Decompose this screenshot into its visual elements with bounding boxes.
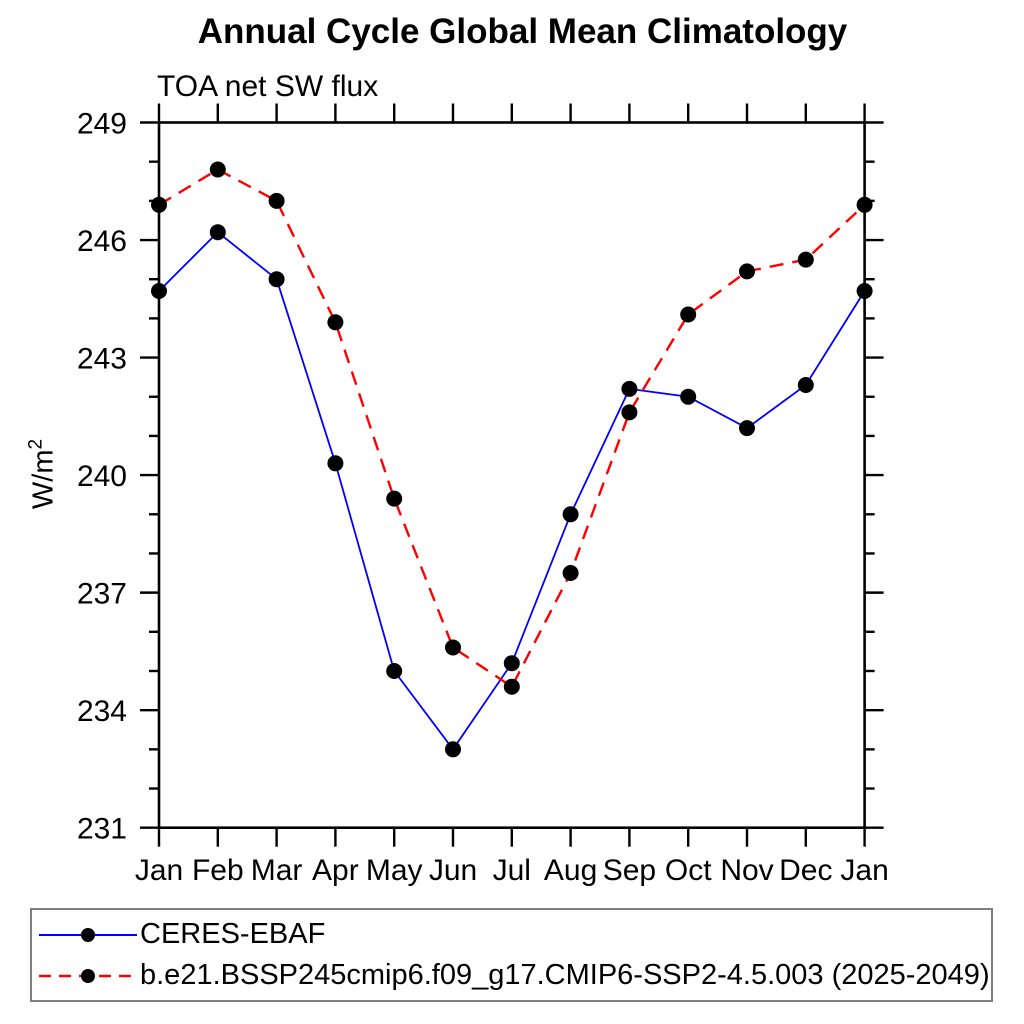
legend-dashed-line-marker-icon	[39, 968, 137, 983]
y-tick-label: 234	[77, 695, 127, 728]
x-tick-label: Jan	[840, 854, 888, 887]
legend-item-model: b.e21.BSSP245cmip6.f09_g17.CMIP6-SSP2-4.…	[38, 959, 991, 992]
data-point	[562, 565, 579, 581]
legend-label-ceres: CERES-EBAF	[140, 918, 326, 950]
x-tick-label: Dec	[779, 854, 832, 887]
axis-ticks	[140, 103, 884, 847]
data-point	[268, 271, 285, 288]
data-point	[386, 490, 403, 507]
legend-solid-line-marker-icon	[39, 927, 137, 942]
y-tick-label: 237	[77, 578, 127, 611]
data-point	[151, 283, 167, 299]
x-tick-label: Sep	[603, 854, 656, 887]
x-tick-label: Jun	[429, 854, 477, 887]
x-tick-label: Jul	[493, 854, 531, 887]
data-point	[386, 663, 403, 679]
data-point	[445, 741, 461, 758]
x-tick-label: Feb	[192, 854, 244, 887]
x-tick-label: Apr	[312, 854, 359, 887]
series-ceres-ebaf	[151, 224, 873, 758]
data-point	[680, 388, 697, 405]
x-tick-labels: Jan Feb Mar Apr May Jun Jul Aug Sep Oct Nov Dec Jan	[135, 854, 889, 887]
y-tick-label: 249	[77, 108, 127, 141]
data-point	[797, 251, 814, 268]
data-point	[797, 377, 814, 393]
data-point	[621, 380, 638, 397]
data-point	[151, 196, 167, 213]
y-tick-label: 246	[77, 225, 127, 258]
data-point	[268, 192, 285, 209]
data-point	[503, 678, 520, 695]
chart-subtitle: TOA net SW flux	[157, 70, 379, 103]
data-point	[621, 404, 638, 421]
series-model	[151, 161, 873, 695]
chart-title: Annual Cycle Global Mean Climatology	[197, 12, 848, 51]
x-tick-label: Aug	[544, 854, 597, 887]
x-tick-label: Mar	[251, 854, 303, 887]
data-point	[327, 455, 344, 472]
data-point	[680, 306, 697, 323]
data-point	[503, 655, 520, 672]
x-tick-label: Oct	[665, 854, 712, 887]
data-point	[739, 420, 755, 437]
y-tick-labels: 231 234 237 240 243 246 249	[77, 108, 127, 846]
x-tick-label: Jan	[135, 854, 183, 887]
x-tick-label: May	[366, 854, 423, 887]
axes-frame	[157, 121, 866, 830]
data-point	[209, 224, 226, 241]
legend: CERES-EBAF b.e21.BSSP245cmip6.f09_g17.CM…	[30, 908, 993, 1002]
y-tick-label: 240	[77, 460, 127, 493]
y-tick-label: 243	[77, 343, 127, 376]
legend-item-ceres: CERES-EBAF	[38, 918, 991, 951]
legend-label-model: b.e21.BSSP245cmip6.f09_g17.CMIP6-SSP2-4.…	[140, 959, 990, 991]
data-point	[856, 196, 873, 213]
x-tick-label: Nov	[720, 854, 773, 887]
data-point	[562, 506, 579, 523]
data-point	[209, 161, 226, 178]
data-point	[856, 283, 873, 299]
data-point	[739, 263, 755, 280]
data-point	[445, 639, 461, 656]
data-point	[327, 314, 344, 331]
y-tick-label: 231	[77, 813, 127, 846]
